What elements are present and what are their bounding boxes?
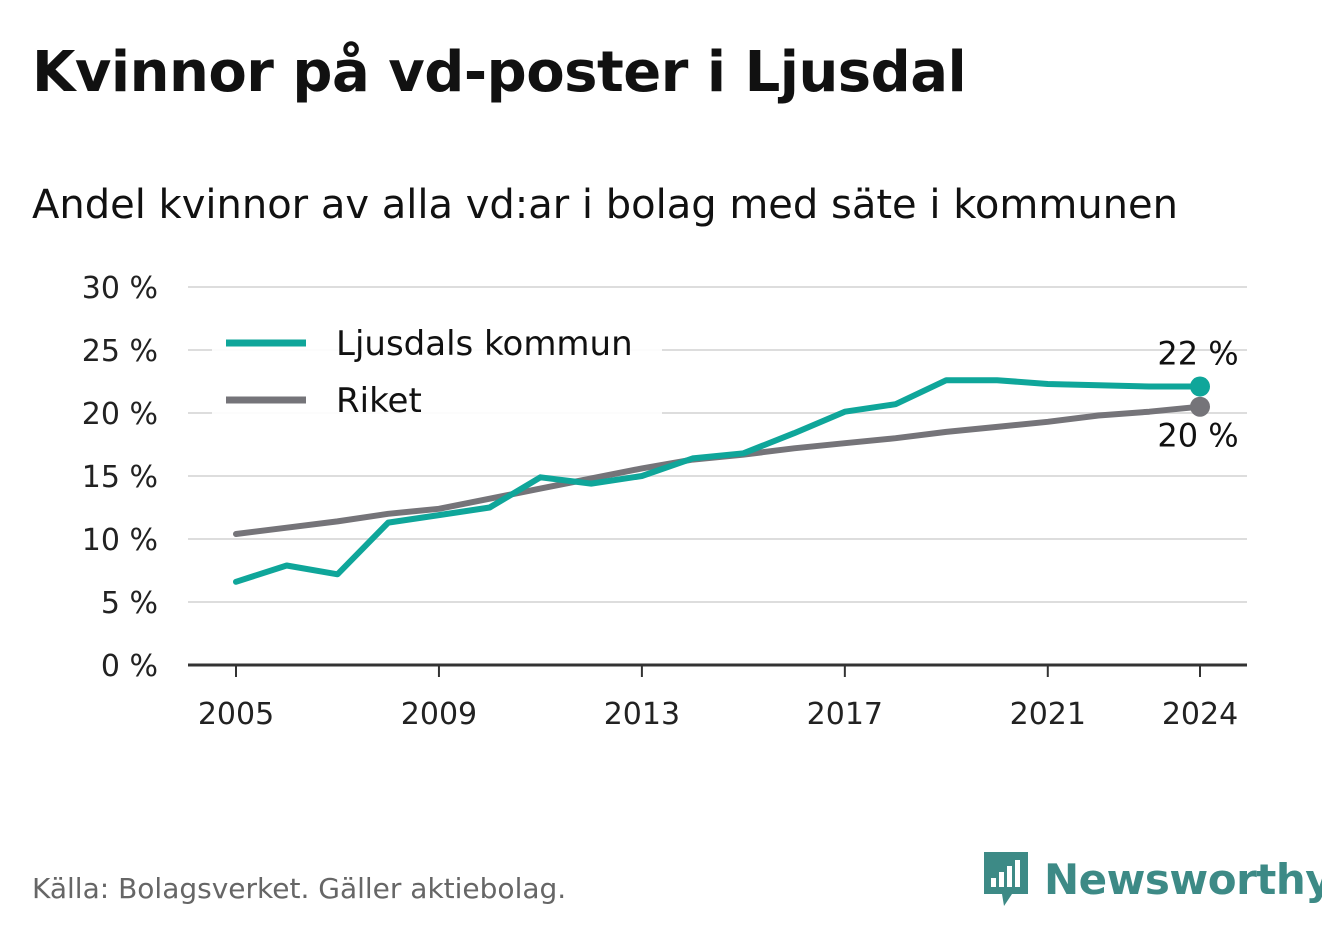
y-tick-label: 20 % [82, 397, 158, 432]
series-line [233, 377, 1203, 585]
legend-label: Ljusdals kommun [336, 324, 633, 364]
y-tick-label: 25 % [82, 334, 158, 369]
y-tick-label: 0 % [101, 649, 158, 684]
y-tick-label: 30 % [82, 271, 158, 306]
end-labels: 20 % 22 % [1157, 335, 1238, 455]
source-note: Källa: Bolagsverket. Gäller aktiebolag. [32, 872, 567, 905]
brand-name: Newsworthy [1044, 854, 1322, 904]
x-tick-label: 2005 [198, 697, 274, 732]
chart-title: Kvinnor på vd-poster i Ljusdal [32, 40, 967, 105]
x-tick-label: 2021 [1010, 697, 1086, 732]
x-axis-ticks: 2005 2009 2013 2017 2021 2024 [198, 665, 1238, 732]
series-lines [233, 376, 1210, 585]
series-line [233, 403, 1203, 537]
legend-label: Riket [336, 381, 422, 421]
end-value-label: 20 % [1157, 417, 1238, 455]
end-point [1190, 376, 1210, 397]
x-tick-label: 2017 [807, 697, 883, 732]
y-axis-ticks: 0 % 5 % 10 % 15 % 20 % 25 % 30 % [82, 271, 158, 684]
y-tick-label: 5 % [101, 586, 158, 621]
y-tick-label: 10 % [82, 523, 158, 558]
chart-subtitle: Andel kvinnor av alla vd:ar i bolag med … [32, 182, 1178, 228]
x-tick-label: 2013 [604, 697, 680, 732]
newsworthy-logo-icon [984, 852, 1028, 906]
x-tick-label: 2009 [401, 697, 477, 732]
end-value-label: 22 % [1157, 335, 1238, 373]
y-tick-label: 15 % [82, 460, 158, 495]
end-point [1190, 396, 1210, 417]
legend: Ljusdals kommun Riket [212, 318, 662, 421]
x-tick-label: 2024 [1162, 697, 1238, 732]
brand-logo: Newsworthy [982, 850, 1322, 908]
